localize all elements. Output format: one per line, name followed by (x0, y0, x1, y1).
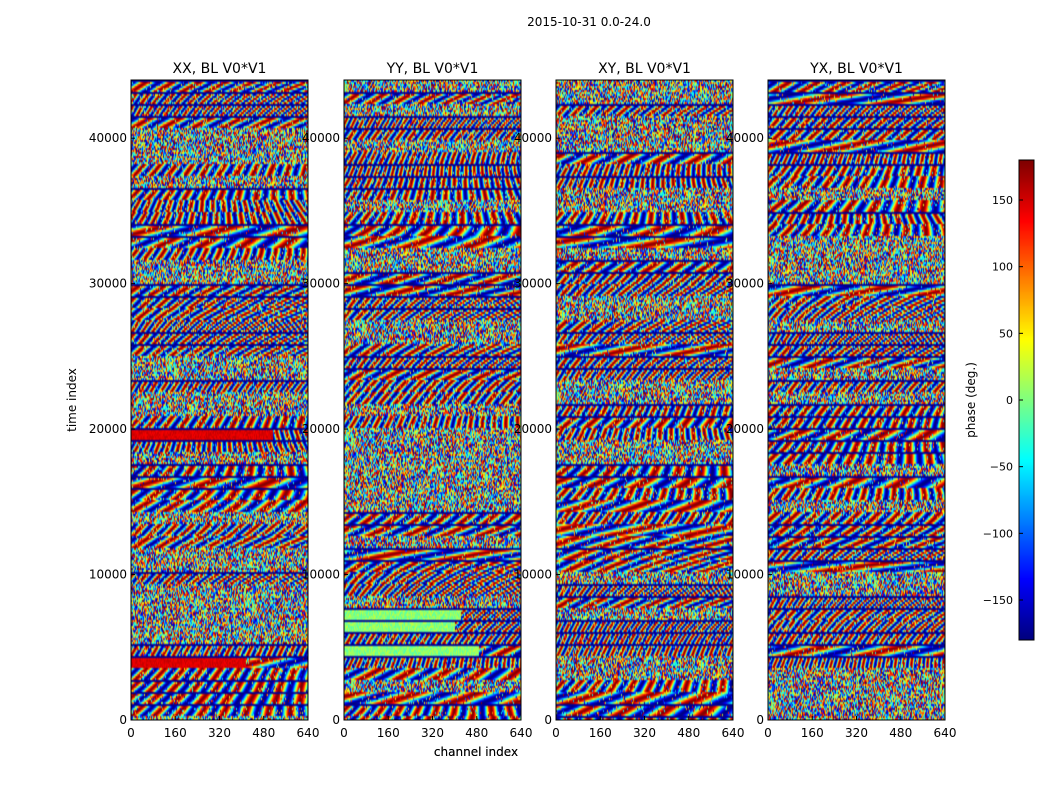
y-tick-label: 20000 (89, 422, 127, 436)
heatmap-panel: YY, BL V0*V1 0 160 320 480 640 0 10000 20000 3000… (302, 61, 533, 759)
x-tick-label: 480 (252, 726, 275, 740)
panel-title: XY, BL V0*V1 (598, 61, 691, 77)
x-tick-label: 640 (722, 726, 745, 740)
x-axis-label: channel index (434, 745, 518, 759)
x-tick-label: 0 (552, 726, 560, 740)
colorbar-tick-label: −50 (990, 461, 1013, 474)
x-tick-label: 640 (297, 726, 320, 740)
x-tick-label: 0 (127, 726, 135, 740)
panel-title: YX, BL V0*V1 (809, 61, 903, 77)
y-tick-label: 30000 (302, 277, 340, 291)
colorbar-tick-label: −150 (983, 594, 1013, 607)
y-tick-label: 40000 (89, 131, 127, 145)
x-tick-label: 160 (589, 726, 612, 740)
y-tick-label: 0 (332, 713, 340, 727)
panel-title: XX, BL V0*V1 (173, 61, 267, 77)
colorbar-tick-label: 150 (992, 194, 1013, 207)
y-tick-label: 0 (756, 713, 764, 727)
x-tick-label: 160 (164, 726, 187, 740)
y-tick-label: 30000 (89, 277, 127, 291)
y-tick-label: 10000 (514, 568, 552, 582)
y-tick-label: 30000 (726, 277, 764, 291)
heatmap-image (344, 80, 521, 720)
y-tick-label: 40000 (302, 131, 340, 145)
x-tick-label: 480 (465, 726, 488, 740)
y-tick-label: 10000 (726, 568, 764, 582)
colorbar-tick-label: 50 (999, 327, 1013, 340)
heatmap-image (768, 80, 945, 720)
y-tick-label: 0 (119, 713, 127, 727)
colorbar-tick-label: 0 (1006, 394, 1013, 407)
colorbar-label: phase (deg.) (964, 362, 978, 438)
x-tick-label: 320 (208, 726, 231, 740)
y-tick-label: 20000 (726, 422, 764, 436)
y-axis-label: time index (65, 368, 79, 432)
y-tick-label: 10000 (89, 568, 127, 582)
x-tick-label: 640 (934, 726, 957, 740)
y-tick-label: 20000 (302, 422, 340, 436)
x-tick-label: 160 (801, 726, 824, 740)
x-tick-label: 480 (677, 726, 700, 740)
panel-title: YY, BL V0*V1 (386, 61, 479, 77)
y-tick-label: 0 (544, 713, 552, 727)
heatmap-panel: XY, BL V0*V1 0 160 320 480 640 0 10000 20000 3000… (514, 61, 745, 740)
figure-suptitle: 2015-10-31 0.0-24.0 (527, 15, 651, 29)
heatmap-image (131, 80, 308, 720)
colorbar-tick-label: −100 (983, 527, 1013, 540)
x-axis-label: channel index (434, 745, 518, 759)
y-tick-label: 40000 (514, 131, 552, 145)
colorbar-gradient (1019, 160, 1034, 640)
x-tick-label: 640 (510, 726, 533, 740)
y-tick-label: 40000 (726, 131, 764, 145)
x-tick-label: 0 (340, 726, 348, 740)
colorbar-tick-label: 100 (992, 261, 1013, 274)
x-tick-label: 0 (764, 726, 772, 740)
x-tick-label: 160 (377, 726, 400, 740)
x-tick-label: 320 (421, 726, 444, 740)
x-tick-label: 320 (845, 726, 868, 740)
heatmap-image (556, 80, 733, 720)
x-tick-label: 320 (633, 726, 656, 740)
y-tick-label: 20000 (514, 422, 552, 436)
heatmap-panels: XX, BL V0*V1 0 160 320 480 640 0 10000 20000 3000… (65, 61, 956, 759)
y-tick-label: 10000 (302, 568, 340, 582)
heatmap-panel: YX, BL V0*V1 0 160 320 480 640 0 10000 20000 3000… (726, 61, 957, 740)
heatmap-panel: XX, BL V0*V1 0 160 320 480 640 0 10000 20000 3000… (65, 61, 518, 759)
y-tick-label: 30000 (514, 277, 552, 291)
colorbar: 150 100 50 0 −50 −100 −150 phase (deg.) (964, 159, 1035, 641)
x-tick-label: 480 (889, 726, 912, 740)
